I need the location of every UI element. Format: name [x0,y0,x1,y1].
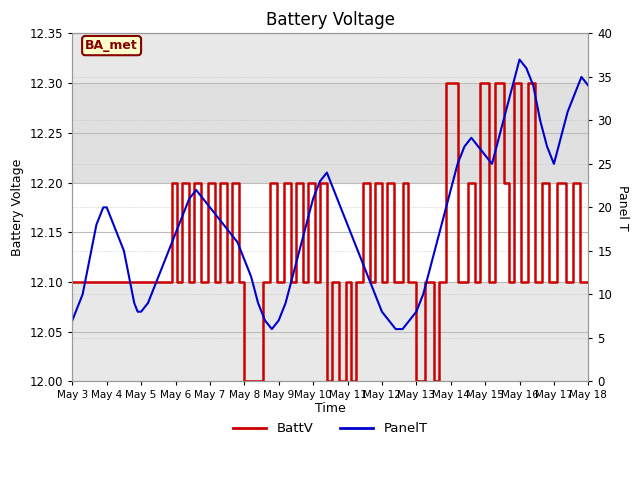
Bar [72,182,588,282]
Text: BA_met: BA_met [85,39,138,52]
Y-axis label: Battery Voltage: Battery Voltage [11,159,24,256]
Bar [72,83,588,182]
X-axis label: Time: Time [315,402,346,415]
Y-axis label: Panel T: Panel T [616,184,629,230]
Legend: BattV, PanelT: BattV, PanelT [228,417,433,441]
Title: Battery Voltage: Battery Voltage [266,11,395,29]
